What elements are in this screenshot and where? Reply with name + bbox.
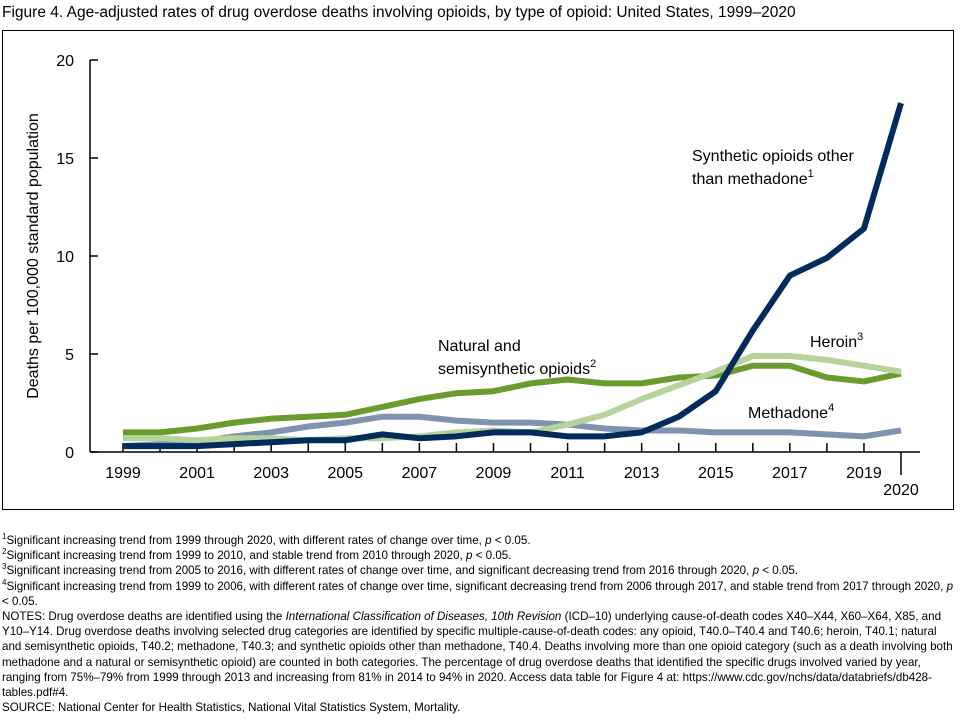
y-axis-label: Deaths per 100,000 standard population	[25, 113, 42, 399]
y-tick-label: 20	[56, 53, 74, 70]
x-tick-label: 2011	[550, 465, 585, 482]
x-tick-label: 2013	[624, 465, 660, 482]
x-tick-label: 1999	[105, 465, 141, 482]
notes: 1Significant increasing trend from 1999 …	[2, 533, 958, 715]
source-text: SOURCE: National Center for Health Stati…	[2, 701, 461, 715]
line-chart: 0 5 10 15 20 1999 2001 2003 2005 2007 2009 2011 2013…	[25, 53, 920, 499]
chart-frame	[2, 30, 954, 510]
x-tick-label: 2020	[883, 482, 919, 499]
series-label: Synthetic opioids other	[692, 148, 855, 165]
y-tick-label: 15	[56, 151, 74, 168]
series-label: Natural and	[438, 338, 521, 355]
x-tick-label: 2003	[253, 465, 289, 482]
x-tick-label: 2001	[179, 465, 215, 482]
series-label: Methadone4	[748, 402, 834, 422]
x-tick-label: 2007	[402, 465, 438, 482]
series-label: Heroin3	[810, 331, 863, 351]
x-tick-label: 2009	[476, 465, 512, 482]
footnote-4: 4Significant increasing trend from 1999 …	[2, 577, 954, 608]
figure-title: Figure 4. Age-adjusted rates of drug ove…	[2, 4, 796, 21]
series-line-synthetic-opioids-other-than-methadone	[123, 102, 904, 450]
footnote-3: 3Significant increasing trend from 2005 …	[2, 562, 799, 578]
x-tick-label: 2019	[846, 465, 882, 482]
footnote-1: 1Significant increasing trend from 1999 …	[2, 532, 531, 547]
x-tick-label: 2015	[698, 465, 734, 482]
series-line-natural-and-semisynthetic-opioids	[123, 362, 902, 436]
x-tick-label: 2005	[327, 465, 363, 482]
series-label: than methadone1	[692, 168, 814, 188]
y-tick-label: 10	[56, 249, 74, 266]
x-tick-label: 2017	[772, 465, 808, 482]
series-label: semisynthetic opioids2	[438, 358, 596, 378]
y-tick-label: 0	[65, 445, 74, 462]
notes-text: NOTES: Drug overdose deaths are identifi…	[2, 610, 953, 700]
footnote-2: 2Significant increasing trend from 1999 …	[2, 547, 512, 563]
y-tick-label: 5	[65, 347, 74, 364]
series-line-methadone	[122, 413, 902, 450]
